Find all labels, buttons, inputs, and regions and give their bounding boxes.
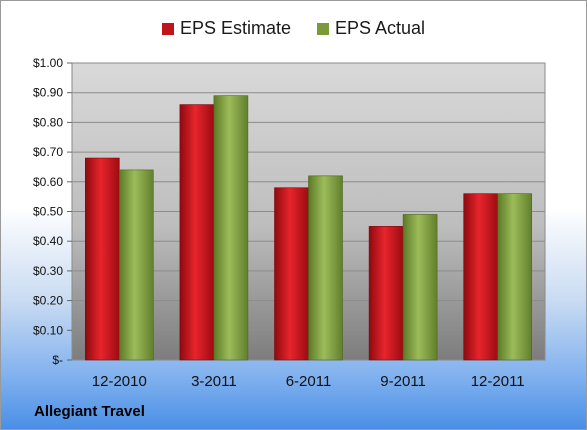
bar-eps-estimate <box>463 193 499 361</box>
bar-eps-actual <box>497 193 533 361</box>
bar-eps-actual <box>402 214 438 361</box>
x-category-label: 6-2011 <box>286 373 332 390</box>
bar-eps-actual <box>308 175 343 361</box>
y-tick-label: $0.60 <box>33 175 63 189</box>
x-category-label: 3-2011 <box>191 373 237 390</box>
bar-eps-estimate <box>274 187 309 361</box>
legend-swatch-estimate <box>161 22 174 35</box>
company-caption: Allegiant Travel <box>34 403 145 420</box>
x-category-label: 12-2011 <box>471 373 525 390</box>
y-tick-label: $1.00 <box>33 56 63 70</box>
y-axis: $- $0.10 $0.20 $0.30 $0.40 $0.50 $0.60 $0.70 $0.… <box>33 56 72 367</box>
bar-eps-estimate <box>85 157 120 361</box>
bar-eps-actual <box>213 95 249 361</box>
y-tick-label: $0.20 <box>33 294 63 308</box>
y-tick-label: $0.70 <box>33 145 63 159</box>
bar-eps-actual <box>119 169 154 361</box>
y-tick-label: $0.30 <box>33 264 63 278</box>
y-tick-label: $0.50 <box>33 205 63 219</box>
y-tick-label: $0.90 <box>33 86 63 100</box>
y-tick-label: $0.10 <box>33 323 63 337</box>
legend: EPS Estimate EPS Actual <box>1 18 586 39</box>
y-tick-label: $- <box>52 353 63 367</box>
x-category-label: 12-2010 <box>92 373 147 390</box>
bar-eps-estimate <box>179 104 215 361</box>
x-axis: 12-2010 3-2011 6-2011 9-2011 12-2011 <box>92 373 525 390</box>
bars <box>85 95 533 361</box>
y-tick-label: $0.80 <box>33 115 63 129</box>
x-category-label: 9-2011 <box>380 373 426 390</box>
legend-swatch-actual <box>316 22 329 35</box>
legend-label-actual: EPS Actual <box>334 18 426 38</box>
legend-item-estimate: EPS Estimate <box>161 18 291 39</box>
bar-eps-estimate <box>368 226 404 361</box>
y-tick-label: $0.40 <box>33 234 63 248</box>
legend-item-actual: EPS Actual <box>316 18 426 39</box>
legend-label-estimate: EPS Estimate <box>179 18 291 38</box>
